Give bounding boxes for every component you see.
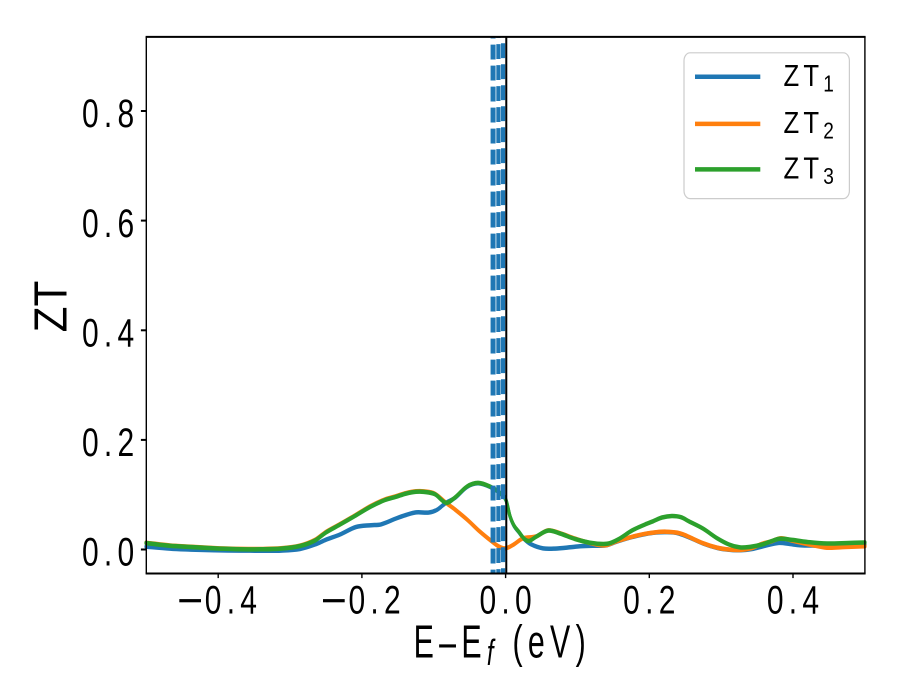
svg-text:ZT: ZT [26, 281, 77, 333]
svg-text:0.4: 0.4 [82, 311, 139, 355]
svg-text:0.8: 0.8 [82, 92, 139, 136]
svg-text:0.4: 0.4 [205, 578, 262, 622]
svg-text:0.2: 0.2 [623, 578, 680, 622]
svg-text:0.2: 0.2 [349, 578, 406, 622]
svg-text:E–Ef (eV): E–Ef (eV) [414, 618, 591, 674]
svg-text:0.0: 0.0 [479, 578, 536, 622]
svg-text:0.0: 0.0 [82, 531, 139, 575]
svg-text:0.4: 0.4 [767, 578, 824, 622]
svg-text:0.6: 0.6 [82, 202, 139, 246]
svg-text:0.2: 0.2 [82, 421, 139, 465]
